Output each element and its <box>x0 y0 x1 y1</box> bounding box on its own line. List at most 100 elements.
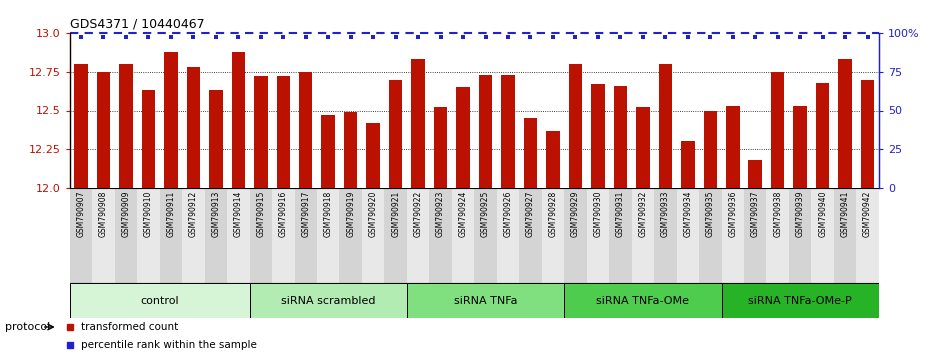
Text: GSM790921: GSM790921 <box>392 191 400 237</box>
Text: GSM790941: GSM790941 <box>841 191 850 237</box>
Text: GSM790924: GSM790924 <box>458 191 468 237</box>
Text: GSM790915: GSM790915 <box>257 191 265 237</box>
Bar <box>272 188 295 283</box>
Bar <box>389 80 403 188</box>
Text: GSM790916: GSM790916 <box>279 191 287 237</box>
Bar <box>501 75 514 188</box>
Bar <box>295 188 317 283</box>
Bar <box>137 188 160 283</box>
Bar <box>703 110 717 188</box>
Bar <box>816 82 830 188</box>
Text: GSM790918: GSM790918 <box>324 191 333 237</box>
Bar <box>452 188 474 283</box>
Text: GSM790942: GSM790942 <box>863 191 872 237</box>
Bar <box>299 72 312 188</box>
Text: percentile rank within the sample: percentile rank within the sample <box>81 340 257 350</box>
Text: GSM790928: GSM790928 <box>549 191 557 237</box>
Text: GSM790917: GSM790917 <box>301 191 311 237</box>
Text: GSM790939: GSM790939 <box>796 191 804 237</box>
Text: GSM790907: GSM790907 <box>76 191 86 237</box>
Bar <box>793 106 807 188</box>
Text: GSM790927: GSM790927 <box>526 191 535 237</box>
Bar <box>249 188 272 283</box>
Bar <box>565 188 587 283</box>
Text: GSM790938: GSM790938 <box>773 191 782 237</box>
Bar <box>232 52 245 188</box>
Text: GSM790920: GSM790920 <box>368 191 378 237</box>
Bar <box>119 64 133 188</box>
Text: siRNA TNFa-OMe-P: siRNA TNFa-OMe-P <box>749 296 852 306</box>
Bar <box>771 72 784 188</box>
Bar <box>587 188 609 283</box>
Bar <box>366 123 379 188</box>
Bar <box>406 188 430 283</box>
Bar <box>676 188 699 283</box>
Text: GSM790934: GSM790934 <box>684 191 692 237</box>
Bar <box>479 75 492 188</box>
Bar <box>411 59 425 188</box>
Text: control: control <box>140 296 179 306</box>
Text: GSM790922: GSM790922 <box>414 191 422 237</box>
Text: siRNA TNFa-OMe: siRNA TNFa-OMe <box>596 296 689 306</box>
Bar <box>838 59 852 188</box>
Bar <box>406 283 565 318</box>
Bar <box>70 188 92 283</box>
Bar <box>861 80 874 188</box>
Text: GSM790919: GSM790919 <box>346 191 355 237</box>
Bar <box>276 76 290 188</box>
Bar <box>631 188 654 283</box>
Text: GSM790940: GSM790940 <box>818 191 827 237</box>
Bar <box>205 188 227 283</box>
Bar <box>658 64 672 188</box>
Bar <box>811 188 834 283</box>
Text: GSM790933: GSM790933 <box>661 191 670 237</box>
Text: GSM790908: GSM790908 <box>99 191 108 237</box>
Bar <box>70 283 249 318</box>
Bar <box>362 188 384 283</box>
Text: GSM790914: GSM790914 <box>233 191 243 237</box>
Text: GDS4371 / 10440467: GDS4371 / 10440467 <box>70 17 205 30</box>
Bar <box>322 115 335 188</box>
Text: GSM790936: GSM790936 <box>728 191 737 237</box>
Text: GSM790911: GSM790911 <box>166 191 176 237</box>
Bar <box>749 160 762 188</box>
Bar <box>474 188 497 283</box>
Text: GSM790923: GSM790923 <box>436 191 445 237</box>
Bar <box>430 188 452 283</box>
Text: protocol: protocol <box>5 322 50 332</box>
Bar <box>857 188 879 283</box>
Bar <box>766 188 789 283</box>
Text: GSM790912: GSM790912 <box>189 191 198 237</box>
Text: transformed count: transformed count <box>81 322 179 332</box>
Text: GSM790931: GSM790931 <box>616 191 625 237</box>
Text: GSM790925: GSM790925 <box>481 191 490 237</box>
Bar <box>339 188 362 283</box>
Bar <box>209 90 222 188</box>
Text: GSM790937: GSM790937 <box>751 191 760 237</box>
Text: GSM790909: GSM790909 <box>122 191 130 237</box>
Text: GSM790930: GSM790930 <box>593 191 603 237</box>
Bar <box>614 86 627 188</box>
Text: GSM790913: GSM790913 <box>211 191 220 237</box>
Bar <box>497 188 519 283</box>
Text: GSM790910: GSM790910 <box>144 191 153 237</box>
Bar <box>74 64 87 188</box>
Text: GSM790926: GSM790926 <box>503 191 512 237</box>
Bar <box>636 107 649 188</box>
Bar <box>546 131 560 188</box>
Bar <box>182 188 205 283</box>
Text: siRNA TNFa: siRNA TNFa <box>454 296 517 306</box>
Bar <box>433 107 447 188</box>
Bar <box>699 188 722 283</box>
Bar <box>384 188 406 283</box>
Bar <box>789 188 811 283</box>
Bar <box>249 283 406 318</box>
Text: siRNA scrambled: siRNA scrambled <box>281 296 376 306</box>
Text: GSM790932: GSM790932 <box>638 191 647 237</box>
Bar <box>317 188 339 283</box>
Bar <box>681 142 695 188</box>
Bar <box>141 90 155 188</box>
Bar <box>187 67 200 188</box>
Bar <box>114 188 137 283</box>
Bar <box>726 106 739 188</box>
